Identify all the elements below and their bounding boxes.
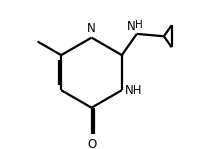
Text: N: N [127, 20, 135, 33]
Text: H: H [135, 20, 143, 30]
Text: O: O [87, 138, 96, 149]
Text: N: N [87, 21, 96, 35]
Text: NH: NH [125, 84, 142, 97]
